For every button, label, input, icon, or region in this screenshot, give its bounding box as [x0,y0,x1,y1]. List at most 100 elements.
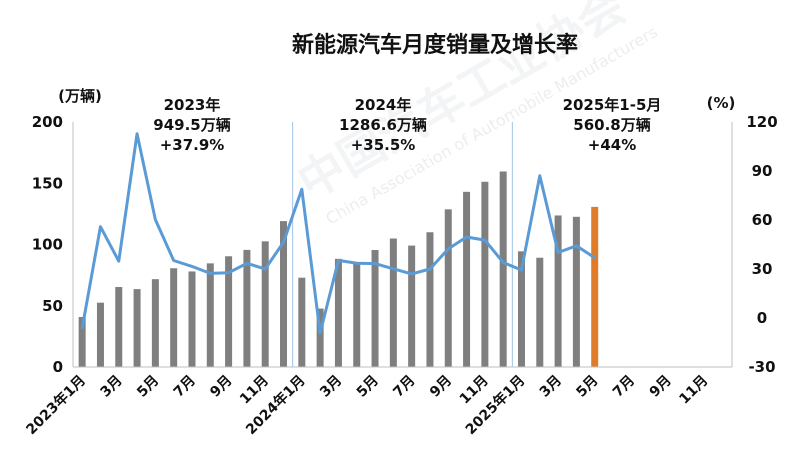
growth-point-2024-11 [483,238,487,242]
growth-point-2024-12 [501,261,505,264]
bar-2023-03 [115,287,123,367]
bar-2024-06 [389,238,397,367]
annotation-3-line-3: +44% [588,136,636,154]
annotation-2-line-2: 1286.6万辆 [339,116,427,134]
growth-point-2023-06 [172,259,175,262]
growth-point-2023-07 [190,265,194,268]
x-tick-label: 9月 [427,373,455,401]
bar-2023-11 [261,241,269,367]
growth-point-2025-02 [538,174,541,177]
y-right-tick-label: 90 [752,162,773,180]
growth-point-2023-01 [80,327,84,330]
growth-point-2023-02 [99,225,102,228]
bar-2023-05 [151,279,159,367]
bar-2024-07 [408,245,416,367]
bar-2024-03 [334,258,342,367]
growth-point-2023-09 [227,271,230,274]
x-tick-label: 11月 [676,373,711,408]
growth-point-2025-04 [575,244,578,248]
y-left-tick-label: 0 [53,358,63,376]
y-right-ticks: -30 0 30 60 90 120 [746,113,777,376]
annotation-2-line-3: +35.5% [351,136,416,154]
annotation-3-line-1: 2025年1-5月 [563,96,662,114]
x-tick-label: 9月 [647,373,675,401]
bar-2024-10 [463,191,471,367]
x-tick-label: 3月 [537,373,565,401]
growth-point-2024-03 [337,259,340,262]
growth-point-2025-03 [556,251,560,254]
bar-2023-09 [225,256,233,367]
growth-point-2023-04 [135,132,139,135]
bar-2025-01 [517,251,525,367]
bar-2025-02 [536,257,544,367]
bar-2025-05 [591,206,599,367]
bar-2024-12 [499,171,507,367]
y-left-tick-label: 100 [32,236,63,254]
bar-2024-01 [298,277,306,367]
x-tick-label: 7月 [171,373,199,401]
bar-2023-08 [206,263,214,367]
bar-2023-02 [96,302,104,367]
bar-2024-08 [426,232,434,367]
annotation-3-line-2: 560.8万辆 [573,116,650,134]
bar-2023-01 [78,317,86,367]
x-tick-label: 3月 [97,373,125,401]
growth-point-2024-07 [410,272,413,276]
y-left-tick-label: 200 [32,113,63,131]
growth-point-2024-02 [318,331,322,335]
bar-2023-04 [133,289,141,367]
y-right-tick-label: 60 [752,211,773,229]
growth-point-2023-03 [117,259,120,263]
bar-2025-03 [554,215,562,367]
y-left-tick-label: 150 [32,174,63,192]
x-tick-label: 5月 [573,373,601,401]
bar-2025-04 [572,216,580,367]
growth-point-2024-01 [300,188,304,191]
y-right-unit-label: (%) [707,94,736,112]
growth-point-2023-10 [245,262,249,265]
x-tick-label: 9月 [207,373,235,401]
annotation-2-line-1: 2024年 [355,96,412,114]
growth-point-2024-09 [447,247,450,251]
bar-2024-11 [481,181,489,367]
y-right-tick-label: -30 [748,358,775,376]
bar-2024-04 [353,262,361,367]
x-tick-label: 7月 [390,373,418,401]
bar-2024-02 [316,308,324,367]
annotation-1-line-1: 2023年 [164,96,221,114]
y-left-unit-label: (万辆) [58,87,102,105]
y-right-tick-label: 30 [752,260,773,278]
y-right-tick-label: 120 [746,113,777,131]
x-tick-label: 2023年1月 [23,372,89,438]
growth-point-2023-11 [264,267,267,271]
growth-point-2023-12 [282,241,285,244]
bar-2024-09 [444,209,452,367]
bar-2023-07 [188,271,196,367]
annotation-1-line-3: +37.9% [160,136,225,154]
year-dividers [292,122,513,367]
growth-point-2024-10 [465,235,468,239]
x-tick-label: 5月 [354,373,382,401]
bar-2023-06 [170,268,178,367]
x-tick-label: 3月 [317,373,345,401]
growth-point-2025-05 [593,256,596,259]
y-right-tick-label: 0 [757,309,767,327]
x-tick-label: 7月 [610,373,638,401]
growth-point-2023-08 [209,272,212,275]
growth-point-2025-01 [520,268,523,272]
bar-2023-12 [280,221,288,367]
annotations: 2023年 949.5万辆 +37.9% 2024年 1286.6万辆 +35.5% 202… [153,96,661,154]
y-left-ticks: 0 50 100 150 200 [32,113,63,376]
bar-2023-10 [243,249,251,367]
annotation-1-line-2: 949.5万辆 [153,116,230,134]
axes [72,122,733,368]
growth-point-2024-04 [355,262,358,265]
growth-point-2024-08 [428,267,432,271]
line-series [80,132,596,335]
growth-point-2024-05 [373,262,377,265]
growth-point-2023-05 [154,218,157,221]
bar-2024-05 [371,250,379,367]
chart-title: 新能源汽车月度销量及增长率 [292,32,578,58]
